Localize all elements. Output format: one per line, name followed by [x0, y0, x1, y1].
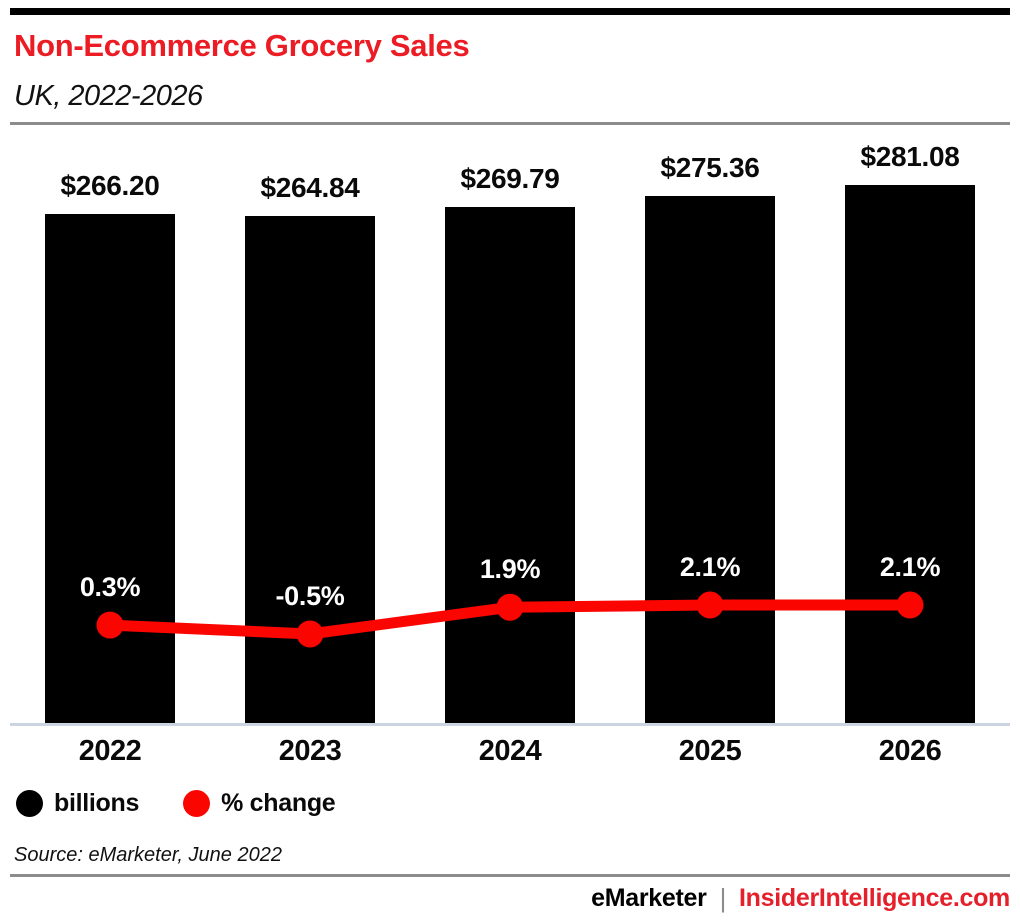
bar-2024 — [445, 206, 575, 724]
bar-value-label-2024: $269.79 — [460, 162, 560, 194]
bar-2026 — [845, 185, 975, 724]
pct-label-2026: 2.1% — [879, 552, 941, 582]
legend-item-change: % change — [183, 789, 336, 818]
pct-label-2025: 2.1% — [679, 552, 741, 582]
brand-row: eMarketer | InsiderIntelligence.com — [591, 883, 1010, 914]
legend-dot-icon — [183, 790, 211, 817]
source-note: Source: eMarketer, June 2022 — [14, 844, 282, 866]
bar-value-label-2022: $266.20 — [60, 169, 160, 201]
bar-value-label-2023: $264.84 — [260, 172, 360, 204]
x-axis-line — [10, 723, 1010, 726]
brand-insiderintelligence-link: InsiderIntelligence.com — [739, 884, 1010, 912]
legend-dot-icon — [16, 790, 43, 817]
pct-label-2023: -0.5% — [275, 581, 345, 611]
legend-label: % change — [221, 789, 336, 817]
chart-legend: billions % change — [16, 789, 336, 818]
bar-2023 — [245, 216, 375, 724]
header-divider — [10, 122, 1010, 125]
legend-item-billions: billions — [16, 789, 139, 818]
bar-2022 — [45, 213, 175, 724]
x-axis-label-2024: 2024 — [478, 735, 542, 767]
x-axis-label-2022: 2022 — [78, 735, 142, 767]
pct-label-2022: 0.3% — [79, 572, 141, 603]
brand-separator-icon: | — [719, 883, 727, 913]
bar-value-label-2025: $275.36 — [660, 151, 760, 183]
pct-label-2024: 1.9% — [479, 554, 541, 585]
brand-emarketer: eMarketer — [591, 884, 707, 912]
bar-2025 — [645, 195, 775, 724]
x-axis-label-2026: 2026 — [878, 735, 942, 767]
x-axis-label-2025: 2025 — [678, 735, 742, 767]
x-axis-label-2023: 2023 — [278, 735, 342, 767]
bar-value-label-2026: $281.08 — [860, 141, 960, 172]
legend-label: billions — [54, 789, 140, 817]
footer-divider — [10, 874, 1010, 877]
top-accent-bar — [10, 8, 1010, 15]
chart-subtitle: UK, 2022-2026 — [14, 80, 203, 112]
chart-title: Non-Ecommerce Grocery Sales — [14, 28, 470, 63]
